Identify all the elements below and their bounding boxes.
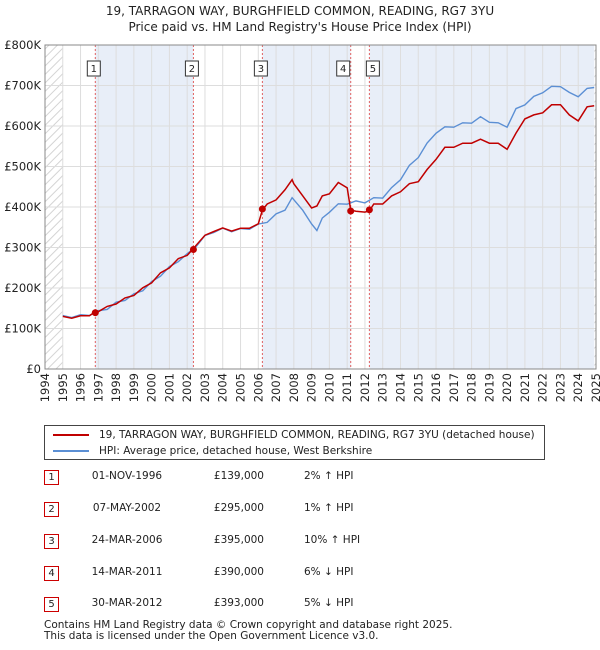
y-tick-label: £200K	[4, 281, 41, 295]
sale-point-2	[189, 246, 197, 254]
legend: 19, TARRAGON WAY, BURGHFIELD COMMON, REA…	[44, 425, 545, 460]
x-tick-label: 2013	[376, 373, 390, 402]
x-tick-label: 1995	[56, 373, 70, 402]
x-tick-label: 2021	[518, 373, 532, 402]
sale-price: £395,000	[213, 534, 264, 546]
table-row: 2 07-MAY-2002 £295,000 1% ↑ HPI	[42, 500, 402, 520]
property-series-line	[62, 103, 595, 319]
legend-swatch-hpi	[53, 450, 89, 452]
x-tick-label: 2002	[180, 373, 194, 402]
x-tick-label: 2025	[589, 373, 600, 402]
sale-hpi-diff: 6% ↓ HPI	[304, 566, 354, 578]
x-tick-label: 2020	[500, 373, 514, 402]
y-tick-label: £400K	[4, 200, 41, 214]
svg-text:1: 1	[91, 64, 97, 75]
x-tick-label: 2022	[536, 373, 550, 402]
x-tick-label: 1997	[91, 373, 105, 402]
sale-number: 2	[44, 502, 59, 517]
x-tick-label: 1998	[109, 373, 123, 402]
sale-number: 3	[44, 534, 59, 549]
x-tick-label: 1999	[127, 373, 141, 402]
plot-frame	[44, 44, 597, 370]
x-tick-label: 2024	[571, 373, 585, 402]
y-tick-label: £0	[26, 362, 41, 376]
sale-marker-label-5: 5	[365, 60, 380, 77]
y-tick-label: £700K	[4, 79, 41, 93]
x-tick-label: 2019	[482, 373, 496, 402]
x-tick-label: 2000	[145, 373, 159, 402]
table-row: 1 01-NOV-1996 £139,000 2% ↑ HPI	[42, 468, 402, 488]
x-tick-label: 2015	[411, 373, 425, 402]
sale-number: 5	[44, 597, 59, 612]
x-tick-label: 2017	[447, 373, 461, 402]
x-tick-label: 2012	[358, 373, 372, 402]
sale-date: 24-MAR-2006	[91, 534, 163, 546]
chart-title-line-1: 19, TARRAGON WAY, BURGHFIELD COMMON, REA…	[106, 4, 494, 18]
legend-swatch-property	[53, 434, 89, 436]
svg-text:2: 2	[189, 64, 195, 75]
x-tick-label: 2004	[216, 373, 230, 402]
sale-marker-label-1: 1	[86, 60, 101, 77]
x-tick-label: 1994	[38, 373, 52, 402]
sale-number: 4	[44, 566, 59, 581]
sale-hpi-diff: 1% ↑ HPI	[304, 502, 354, 514]
x-tick-label: 2018	[465, 373, 479, 402]
sale-hpi-diff: 10% ↑ HPI	[304, 534, 361, 546]
svg-text:4: 4	[340, 64, 346, 75]
sale-hpi-diff: 5% ↓ HPI	[304, 597, 354, 609]
price-chart: 19, TARRAGON WAY, BURGHFIELD COMMON, REA…	[4, 4, 600, 402]
footer-line-2: This data is licensed under the Open Gov…	[44, 630, 379, 642]
x-tick-label: 2008	[287, 373, 301, 402]
x-tick-label: 2005	[234, 373, 248, 402]
sale-price: £390,000	[213, 566, 264, 578]
y-tick-label: £800K	[4, 38, 41, 52]
sale-hpi-diff: 2% ↑ HPI	[304, 470, 354, 482]
sale-marker-label-2: 2	[184, 60, 199, 77]
sale-date: 01-NOV-1996	[91, 470, 163, 482]
svg-text:5: 5	[370, 64, 376, 75]
svg-text:3: 3	[258, 64, 264, 75]
sale-marker-label-4: 4	[336, 60, 351, 77]
table-row: 4 14-MAR-2011 £390,000 6% ↓ HPI	[42, 564, 402, 584]
sale-date: 14-MAR-2011	[91, 566, 163, 578]
footer-attribution: Contains HM Land Registry data © Crown c…	[44, 620, 452, 642]
sale-number: 1	[44, 470, 59, 485]
x-tick-label: 2011	[340, 373, 354, 402]
y-axis: £0 £100K £200K £300K £400K £500K £600K £700K £80…	[4, 38, 41, 376]
sale-price: £393,000	[213, 597, 264, 609]
sale-price: £295,000	[213, 502, 264, 514]
x-tick-label: 2001	[162, 373, 176, 402]
table-row: 5 30-MAR-2012 £393,000 5% ↓ HPI	[42, 595, 402, 615]
chart-title-line-2: Price paid vs. HM Land Registry's House …	[128, 20, 471, 34]
sale-point-1	[91, 309, 99, 317]
sale-point-3	[258, 205, 266, 213]
y-tick-label: £300K	[4, 241, 41, 255]
legend-label-hpi: HPI: Average price, detached house, West…	[99, 445, 373, 457]
y-tick-label: £600K	[4, 119, 41, 133]
sale-points	[91, 205, 373, 317]
x-tick-label: 2023	[553, 373, 567, 402]
x-tick-label: 2007	[269, 373, 283, 402]
sale-point-4	[347, 207, 355, 215]
x-tick-label: 2016	[429, 373, 443, 402]
sale-marker-labels: 1 2 3 4 5	[86, 60, 380, 77]
sale-date: 30-MAR-2012	[91, 597, 163, 609]
x-tick-label: 2003	[198, 373, 212, 402]
x-axis: 1994 1995 1996 1997 1998 1999 2000 2001 2002 2003…	[38, 373, 600, 402]
sale-point-5	[365, 206, 373, 214]
x-tick-label: 2014	[393, 373, 407, 402]
x-tick-label: 2010	[322, 373, 336, 402]
x-tick-label: 2009	[305, 373, 319, 402]
sale-marker-label-3: 3	[253, 60, 268, 77]
table-row: 3 24-MAR-2006 £395,000 10% ↑ HPI	[42, 532, 402, 552]
sale-date: 07-MAY-2002	[92, 502, 162, 514]
y-tick-label: £100K	[4, 322, 41, 336]
legend-label-property: 19, TARRAGON WAY, BURGHFIELD COMMON, REA…	[99, 429, 535, 441]
x-tick-label: 1996	[74, 373, 88, 402]
footer-line-1: Contains HM Land Registry data © Crown c…	[44, 619, 453, 631]
y-tick-label: £500K	[4, 160, 41, 174]
x-tick-label: 2006	[251, 373, 265, 402]
sale-price: £139,000	[213, 470, 264, 482]
